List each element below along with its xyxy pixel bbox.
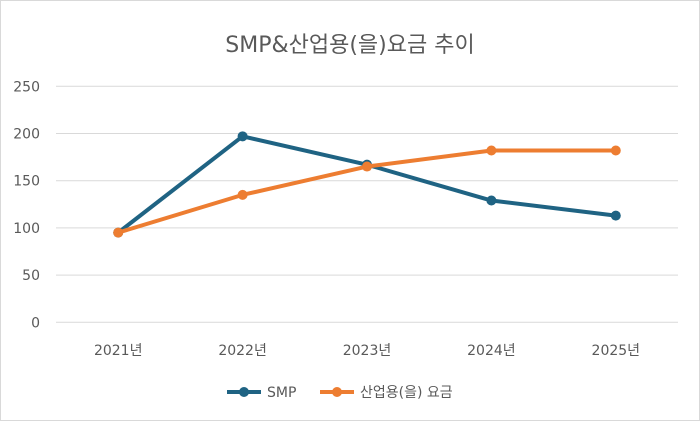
data-point: [486, 195, 497, 206]
x-tick-label: 2025년: [592, 343, 641, 359]
data-point: [362, 161, 372, 172]
legend-marker-0: [239, 387, 249, 397]
y-tick-label: 200: [13, 127, 40, 143]
y-tick-label: 100: [13, 221, 40, 237]
data-point: [237, 131, 248, 142]
legend-marker-1: [332, 387, 342, 397]
data-point: [113, 227, 124, 238]
data-point: [486, 145, 497, 156]
x-tick-label: 2022년: [218, 343, 267, 359]
chart-title: SMP&산업용(을)요금 추이: [225, 33, 474, 58]
data-point: [237, 189, 248, 200]
legend-label-0: SMP: [267, 385, 296, 401]
y-tick-label: 50: [22, 268, 40, 284]
legend-label-1: 산업용(을) 요금: [360, 385, 453, 401]
data-point: [610, 145, 621, 156]
x-tick-label: 2023년: [343, 343, 392, 359]
y-tick-label: 250: [13, 79, 40, 95]
data-point: [610, 210, 621, 221]
y-tick-label: 150: [13, 174, 40, 190]
y-tick-label: 0: [31, 315, 40, 331]
x-tick-label: 2024년: [467, 343, 516, 359]
x-tick-label: 2021년: [94, 343, 143, 359]
